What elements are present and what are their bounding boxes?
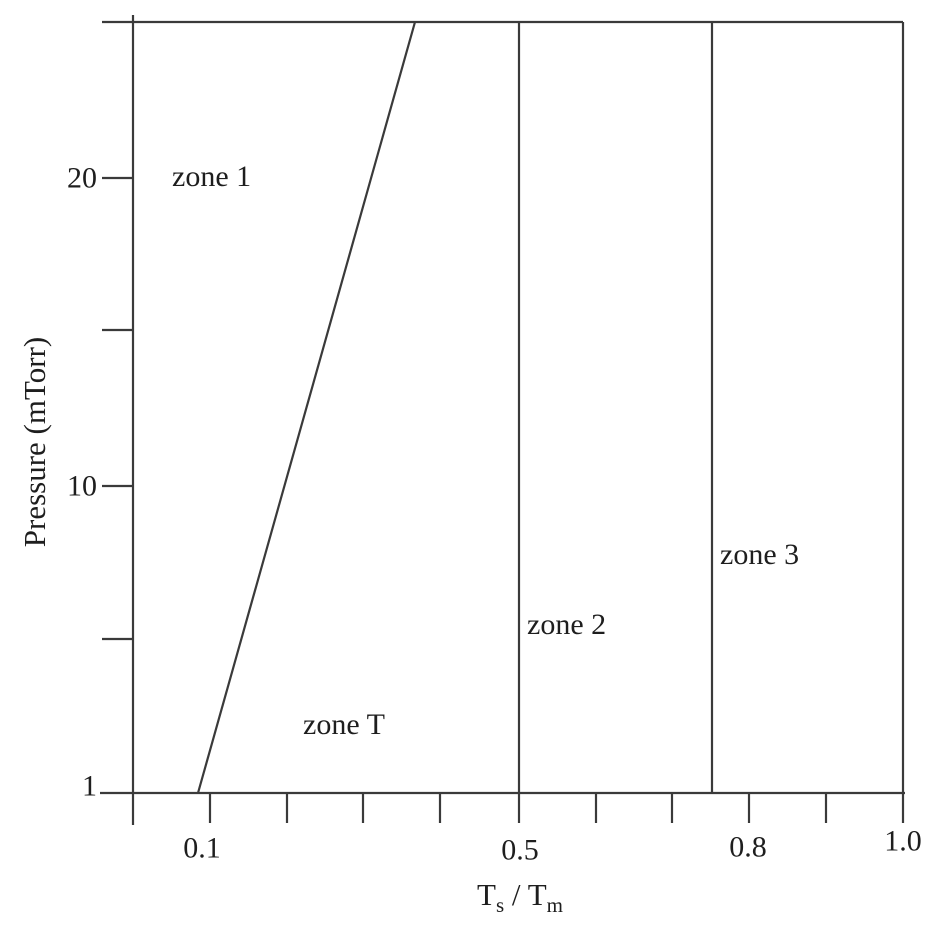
- zone-2-label: zone 2: [527, 608, 606, 641]
- x-axis-title-separator: /: [504, 877, 528, 912]
- x-tick-label-0.5: 0.5: [501, 834, 539, 867]
- x-axis-title-base1: T: [477, 877, 496, 912]
- zone-1-label: zone 1: [172, 160, 251, 193]
- zone-3-label: zone 3: [720, 538, 799, 571]
- x-tick-label-0.1: 0.1: [183, 832, 221, 865]
- y-tick-label-20: 20: [67, 162, 97, 195]
- x-axis-title-base2: T: [528, 877, 547, 912]
- x-axis-title-sub2: m: [547, 893, 563, 917]
- y-tick-label-10: 10: [67, 470, 97, 503]
- x-axis-title: Ts / Tm: [477, 877, 563, 917]
- x-tick-label-0.8: 0.8: [729, 831, 767, 864]
- zone-T-label: zone T: [303, 708, 385, 741]
- y-tick-label-1: 1: [82, 770, 97, 803]
- zone1-zoneT-boundary-line: [196, 21, 417, 794]
- x-tick-label-1.0: 1.0: [884, 825, 922, 858]
- y-axis-title: Pressure (mTorr): [17, 337, 52, 547]
- x-axis-title-sub1: s: [496, 893, 504, 917]
